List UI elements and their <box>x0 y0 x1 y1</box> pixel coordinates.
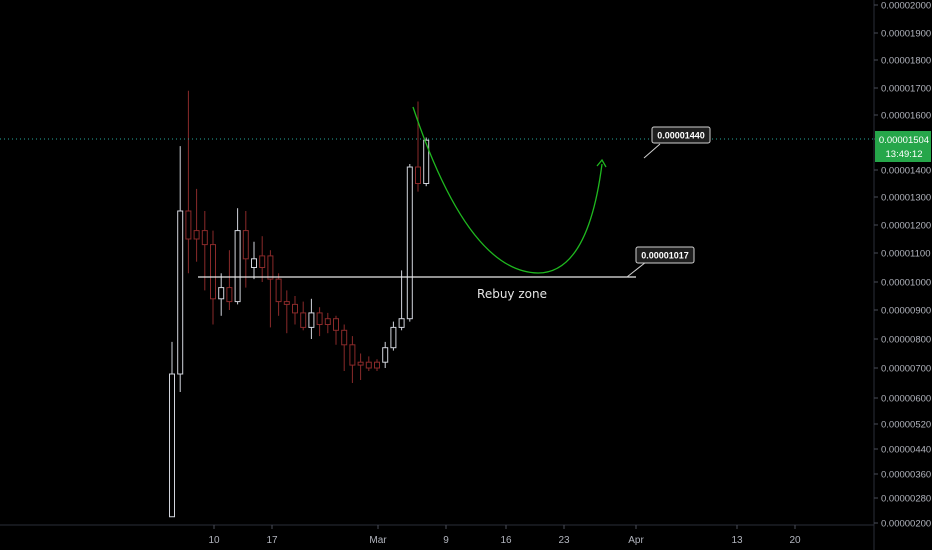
price-tick-label: 0.00000520 <box>881 420 931 431</box>
candle-body[interactable] <box>283 301 290 305</box>
candle-body[interactable] <box>259 255 266 268</box>
time-tick-label: 23 <box>558 535 570 546</box>
rebuy-callout-box[interactable] <box>635 246 695 264</box>
candle-body[interactable] <box>300 312 307 328</box>
candle-body[interactable] <box>324 318 331 326</box>
candle-body[interactable] <box>292 303 298 314</box>
price-tick-label: 0.00001000 <box>881 278 931 289</box>
candle-body[interactable] <box>242 230 249 260</box>
price-tick-label: 0.00000900 <box>881 306 931 317</box>
price-tick-label: 0.00000440 <box>881 445 931 456</box>
candle-body[interactable] <box>201 230 208 246</box>
candle-body[interactable] <box>275 278 282 303</box>
price-tick-label: 0.00000280 <box>881 494 931 505</box>
rebuy-callout-pointer <box>626 261 647 278</box>
candle-body[interactable] <box>406 166 413 320</box>
candle-body[interactable] <box>218 287 225 300</box>
candle-body[interactable] <box>365 361 372 369</box>
price-tick-label: 0.00001100 <box>881 249 931 260</box>
candle-body[interactable] <box>185 210 192 240</box>
candle-body[interactable] <box>226 287 233 303</box>
candle-body[interactable] <box>267 255 274 280</box>
candle-body[interactable] <box>316 312 323 325</box>
current-price-badge-bg <box>875 131 931 162</box>
current-price-countdown: 13:49:12 <box>886 149 923 160</box>
price-tick-label: 0.00001200 <box>881 221 931 232</box>
target-callout-pointer <box>643 143 661 159</box>
candle-body[interactable] <box>374 361 380 369</box>
candle-body[interactable] <box>308 312 315 328</box>
candle-body[interactable] <box>357 361 364 366</box>
price-tick-label: 0.00001300 <box>881 193 931 204</box>
time-axis[interactable]: 10 17 Mar 9 16 23 Apr 13 20 <box>208 525 801 546</box>
candle-body[interactable] <box>177 210 184 375</box>
candle-body[interactable] <box>169 373 175 518</box>
candle-body[interactable] <box>234 230 241 303</box>
price-tick-label: 0.00001800 <box>881 56 931 67</box>
price-tick-label: 0.00001900 <box>881 29 931 40</box>
target-callout-box[interactable] <box>651 126 711 144</box>
price-tick-label: 0.00000360 <box>881 470 931 481</box>
price-tick-label: 0.00001400 <box>881 166 931 177</box>
time-tick-label: 17 <box>266 535 278 546</box>
target-callout-text: 0.00001440 <box>657 131 705 141</box>
current-price-value: 0.00001504 <box>879 135 929 146</box>
price-tick-label: 0.00000600 <box>881 394 931 405</box>
time-tick-label: 16 <box>500 535 512 546</box>
candle-body[interactable] <box>398 318 405 328</box>
price-tick-label: 0.00000700 <box>881 364 931 375</box>
time-tick-label: Mar <box>369 535 387 546</box>
candle-body[interactable] <box>210 244 216 300</box>
candle-body[interactable] <box>193 230 200 240</box>
price-axis[interactable]: 0.00002000 0.00001900 0.00001800 0.00001700… <box>874 1 931 530</box>
time-tick-label: Apr <box>628 535 644 546</box>
candle-body[interactable] <box>423 139 430 184</box>
price-tick-label: 0.00000200 <box>881 519 931 530</box>
projection-arrowhead <box>596 158 607 168</box>
price-tick-label: 0.00000800 <box>881 335 931 346</box>
price-tick-label: 0.00001600 <box>881 111 931 122</box>
candle-body[interactable] <box>349 344 356 366</box>
time-tick-label: 10 <box>208 535 220 546</box>
candle-body[interactable] <box>382 347 389 363</box>
price-tick-label: 0.00001700 <box>881 84 931 95</box>
candle-body[interactable] <box>333 318 339 331</box>
current-price-badge: 0.00001504 13:49:12 <box>875 131 931 162</box>
rebuy-callout-text: 0.00001017 <box>641 251 689 261</box>
candle-body[interactable] <box>341 329 348 346</box>
time-tick-label: 9 <box>443 535 449 546</box>
candle-body[interactable] <box>251 258 257 268</box>
time-tick-label: 13 <box>731 535 743 546</box>
candle-body[interactable] <box>390 326 397 349</box>
time-tick-label: 20 <box>789 535 801 546</box>
price-tick-label: 0.00002000 <box>881 1 931 12</box>
rebuy-zone-label: Rebuy zone <box>477 287 547 301</box>
projection-curve[interactable] <box>412 106 603 274</box>
candle-body[interactable] <box>415 166 421 184</box>
